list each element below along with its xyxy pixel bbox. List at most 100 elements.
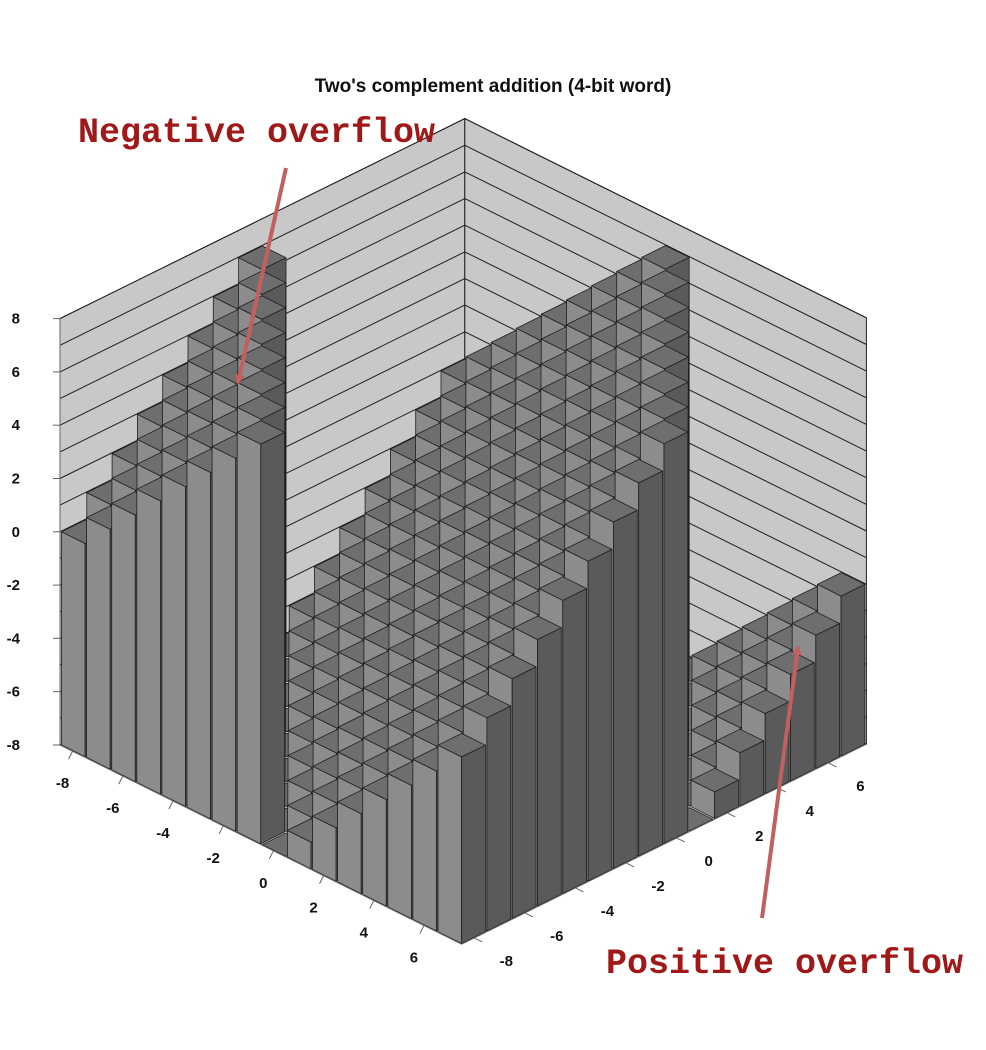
bar-side [587,549,613,882]
y-axis-line [461,743,867,945]
wall-gridline [59,118,867,320]
x-tick-label: -4 [156,825,170,842]
bar-front [362,787,387,907]
x-tick-mark [319,875,324,884]
y-tick-label: -2 [651,878,664,895]
bar-top [513,615,562,640]
bar-side [537,627,562,907]
bar [236,420,286,845]
y-tick-mark [625,862,635,868]
z-tick-label: -4 [7,630,21,647]
bar-top [237,345,286,370]
x-tick-mark [369,900,375,909]
x-tick-label: 0 [259,875,267,892]
bar-side [260,431,286,845]
y-tick-label: 4 [806,803,815,820]
y-tick-mark [575,887,584,893]
z-tick-label: 6 [12,364,20,381]
bar-top [715,728,765,754]
annotation-label: Negative overflow [78,113,435,153]
chart-annotations: Negative overflow Positive overflow [78,113,963,984]
y-tick-label: 6 [856,778,864,795]
bar-top [564,537,613,562]
bar-front [61,531,86,758]
z-tick-label: -2 [7,577,20,594]
bar-side [815,623,840,769]
y-tick-label: -8 [500,953,513,970]
bar-top [690,767,739,793]
annotation-label: Positive overflow [606,944,963,984]
bar-side [613,509,638,869]
wall-gridline [59,144,867,346]
bar-top [640,344,689,370]
bar-top [238,245,287,270]
bar-top [766,650,815,675]
bar-front [387,773,412,919]
bar-front [186,460,212,820]
bar-front [412,759,437,932]
bar-top [641,245,690,270]
bar [690,767,739,819]
y-tick-label: 2 [755,828,763,845]
chart-bars [61,245,866,944]
bar-top [488,654,537,679]
x-tick-label: 2 [309,900,317,917]
x-tick-label: 6 [410,950,418,967]
bar-top [437,733,486,758]
bar-front [111,502,136,782]
bar-top [462,693,512,719]
bar-top [640,394,689,420]
bar-top [640,319,689,345]
chart-title: Two's complement addition (4-bit word) [315,76,672,97]
bar-front [86,517,111,770]
bar-top [538,576,587,601]
bar-front [437,744,463,944]
bar-top [641,295,690,320]
x-tick-mark [118,775,124,785]
x-tick-label: -6 [106,800,119,817]
bar-top [589,498,638,523]
z-tick-label: -6 [7,684,20,701]
z-tick-label: -8 [7,737,20,754]
x-tick-label: -2 [206,850,219,867]
bar-top [640,369,689,395]
x-tick-mark [268,850,274,860]
z-tick-label: 8 [12,311,20,328]
bar-front [236,431,262,845]
bar-top [236,420,286,445]
bar-front [337,801,362,895]
chart-axes: -8 -6 -4 -2 0 2 4 6 8 -8 -6 -4 -2 0 2 4 6 -8 -6 -4 -2 0 2 4 6 [7,311,867,970]
bar-front [161,474,186,807]
bar-front [211,446,237,832]
x-tick-mark [218,825,224,835]
x-tick-label: -8 [56,775,69,792]
z-tick-label: 0 [12,524,20,541]
wall-gridline [59,171,867,373]
bar [437,733,486,944]
x-tick-mark [168,800,174,810]
bar-side [638,470,663,857]
x-axis-line [59,744,462,945]
y-tick-mark [474,937,483,943]
bar-side [486,705,512,932]
bar-side [562,588,587,894]
bar-top [817,572,866,597]
y-tick-label: -6 [550,928,563,945]
bar-side [461,744,486,944]
y-tick-label: -4 [601,903,615,920]
annotation-arrow [234,167,288,385]
bar-top [237,370,286,395]
x-tick-mark [68,751,73,760]
bar-top [641,270,690,295]
bar-top [791,611,840,636]
bar-front [136,488,161,795]
x-tick-label: 4 [360,925,369,942]
bar-top [614,458,663,484]
y-tick-mark [727,812,736,818]
z-tick-label: 2 [12,471,20,488]
bar-side [511,666,537,919]
bar-top [640,419,689,445]
y-tick-mark [828,762,837,768]
x-tick-mark [419,925,425,934]
